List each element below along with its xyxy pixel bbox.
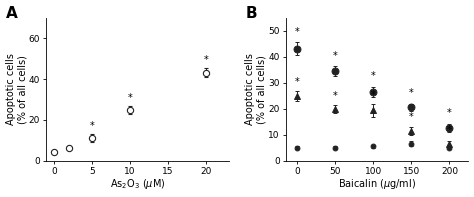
Text: *: * (295, 77, 300, 87)
Text: *: * (333, 91, 338, 101)
X-axis label: As$_2$O$_3$ ($\mu$M): As$_2$O$_3$ ($\mu$M) (110, 177, 165, 191)
Text: B: B (246, 6, 257, 21)
Text: *: * (371, 72, 376, 81)
Text: *: * (203, 55, 208, 65)
Y-axis label: Apoptotic cells
(% of all cells): Apoptotic cells (% of all cells) (246, 53, 267, 125)
Text: *: * (90, 121, 94, 131)
Text: *: * (447, 125, 452, 135)
Text: *: * (333, 51, 338, 61)
Text: *: * (295, 27, 300, 37)
Y-axis label: Apoptotic cells
(% of all cells): Apoptotic cells (% of all cells) (6, 53, 27, 125)
Text: *: * (409, 112, 414, 122)
Text: *: * (128, 93, 132, 102)
X-axis label: Baicalin ($\mu$g/ml): Baicalin ($\mu$g/ml) (338, 177, 416, 191)
Text: *: * (447, 108, 452, 118)
Text: *: * (409, 88, 414, 98)
Text: A: A (6, 6, 18, 21)
Text: *: * (371, 90, 376, 100)
